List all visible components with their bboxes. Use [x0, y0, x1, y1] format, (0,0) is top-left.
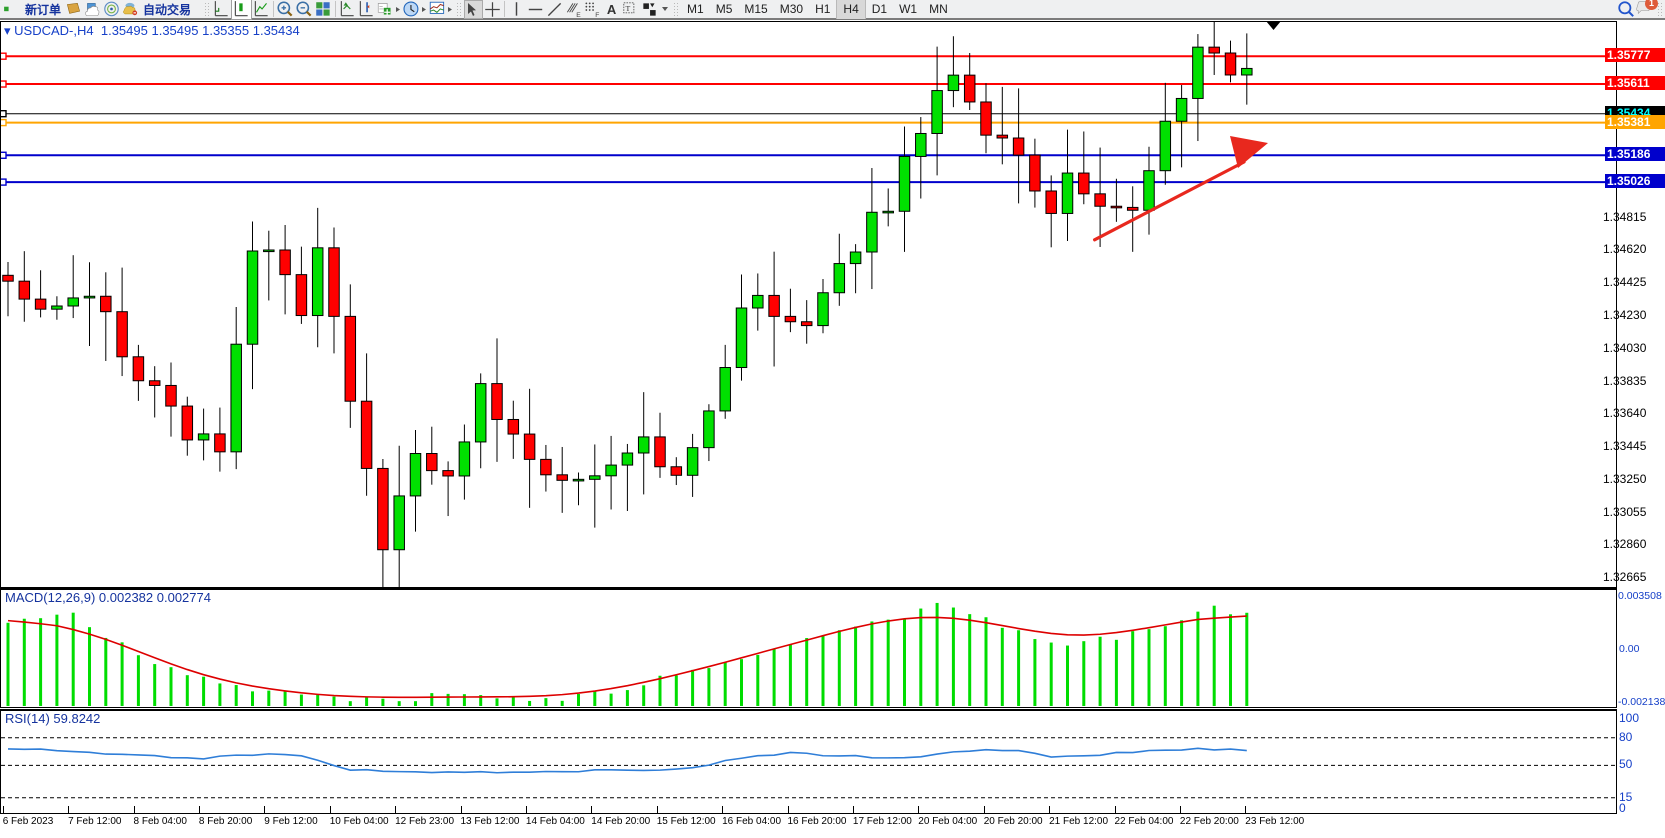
svg-text:F: F [595, 11, 599, 18]
svg-text:E: E [576, 11, 581, 18]
svg-text:RSI(14) 59.8242: RSI(14) 59.8242 [5, 711, 100, 726]
svg-text:T: T [626, 4, 631, 13]
svg-text:MACD(12,26,9) 0.002382 0.00277: MACD(12,26,9) 0.002382 0.002774 [5, 590, 211, 605]
